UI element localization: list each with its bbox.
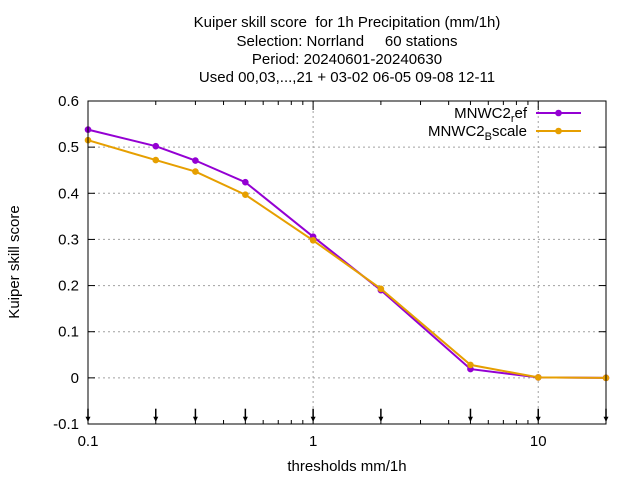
threshold-marker-arrow (467, 416, 473, 422)
y-tick-label: 0.4 (58, 185, 79, 202)
y-tick-label: -0.1 (53, 416, 79, 433)
series-point-1 (242, 191, 249, 198)
y-tick-label: 0.2 (58, 278, 79, 295)
series-point-1 (377, 285, 385, 293)
plot-border (87, 100, 607, 425)
series-line-1 (87, 139, 607, 379)
threshold-marker-arrow (153, 416, 159, 422)
series-point-1 (467, 361, 474, 369)
y-tick-label: 0.5 (58, 139, 79, 156)
series-point-0 (152, 142, 160, 150)
title-line-1: Kuiper skill score for 1h Precipitation … (193, 14, 501, 31)
threshold-marker-arrow (192, 416, 198, 422)
y-tick-label: 0.3 (58, 231, 79, 248)
threshold-marker-arrow (535, 416, 541, 422)
x-tick-label: 1 (309, 433, 317, 450)
series-point-1 (152, 156, 160, 164)
series-point-0 (242, 178, 249, 186)
title-line-2: Selection: Norrland 60 stations (236, 33, 458, 50)
threshold-markers (85, 408, 609, 422)
legend-marker-0 (555, 109, 562, 117)
x-axis-label: thresholds mm/1h (287, 458, 406, 475)
y-tick-label: 0.6 (58, 93, 79, 110)
series-point-0 (192, 157, 199, 164)
threshold-marker-arrow (242, 416, 248, 422)
y-axis-label: Kuiper skill score (6, 205, 23, 318)
title-line-4: Used 00,03,...,21 + 03-02 06-05 09-08 12… (198, 69, 496, 86)
grid (88, 101, 606, 424)
y-tick-label: 0 (71, 370, 79, 387)
series-point-1 (534, 374, 542, 381)
x-tick-label: 10 (530, 433, 547, 450)
legend-marker-1 (555, 127, 562, 135)
series-point-1 (309, 237, 317, 244)
title-line-3: Period: 20240601-20240630 (251, 51, 443, 68)
series-line-0 (87, 128, 607, 379)
y-tick-label: 0.1 (58, 324, 79, 341)
axis-ticks: -0.1 0 0.1 0.2 0.3 0.4 0.5 0.6 0.1 1 10 (53, 93, 607, 450)
legend-label-0: MNWC2ref (454, 105, 528, 125)
threshold-marker-arrow (378, 416, 384, 422)
x-tick-label: 0.1 (78, 433, 99, 450)
series-point-1 (192, 168, 199, 175)
threshold-marker-arrow (310, 416, 316, 422)
series-layer (84, 126, 610, 382)
legend-label-1: MNWC2Bscale (428, 123, 527, 143)
